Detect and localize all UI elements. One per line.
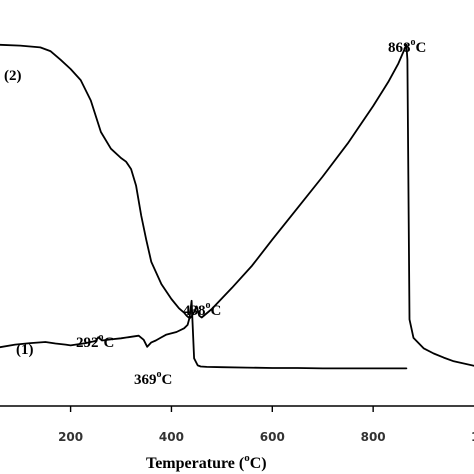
series-1-curve [0, 299, 408, 370]
series-2-label: (2) [4, 68, 22, 84]
plot-area [0, 43, 474, 370]
x-tick-label-4: 1 [471, 430, 474, 444]
x-axis-title: Temperature (oC) [146, 452, 267, 472]
x-ticks: 200 400 600 800 1 [58, 406, 474, 444]
x-tick-label-3: 800 [361, 430, 386, 444]
x-tick-label-1: 400 [159, 430, 184, 444]
series-1-label: (1) [16, 342, 34, 358]
annotation-868: 868oC [388, 37, 426, 56]
series-2-curve [0, 43, 474, 367]
x-tick-label-0: 200 [58, 430, 83, 444]
annotation-369: 369oC [134, 369, 172, 388]
x-tick-label-2: 600 [260, 430, 285, 444]
annotation-292: 292oC [76, 332, 114, 351]
annotation-438: 438oC [183, 300, 221, 319]
